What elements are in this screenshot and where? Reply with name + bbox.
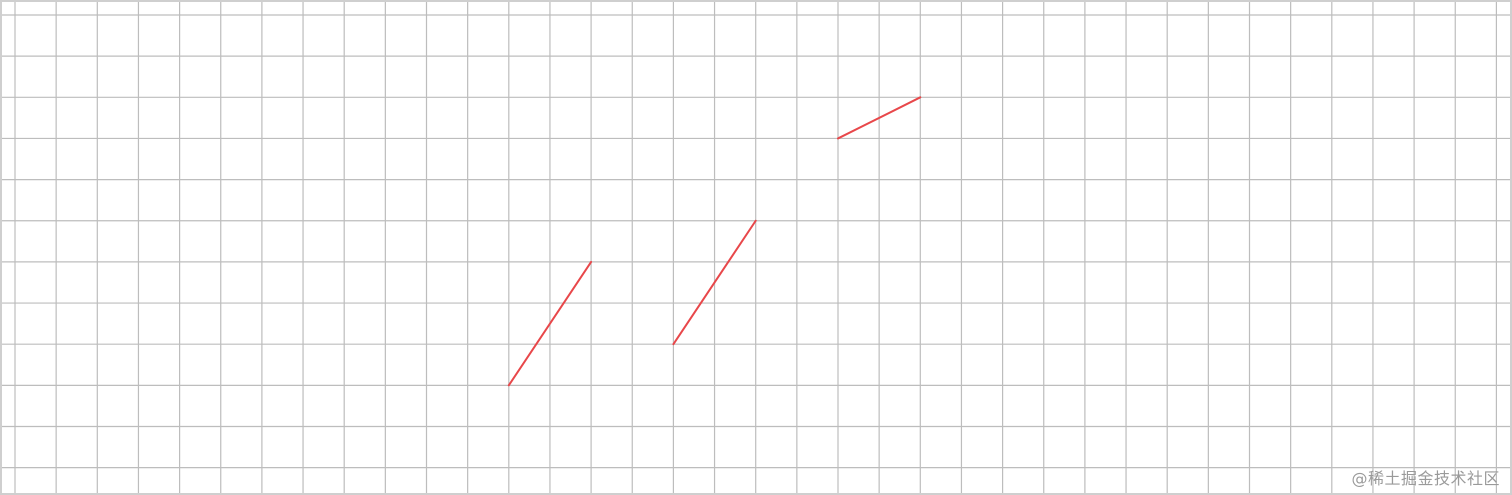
red-segment-3 (837, 96, 922, 140)
red-segment-2 (672, 219, 757, 346)
watermark-text: @稀土掘金技术社区 (1351, 469, 1500, 488)
red-segment-1 (507, 260, 593, 387)
red-segments (507, 96, 922, 387)
